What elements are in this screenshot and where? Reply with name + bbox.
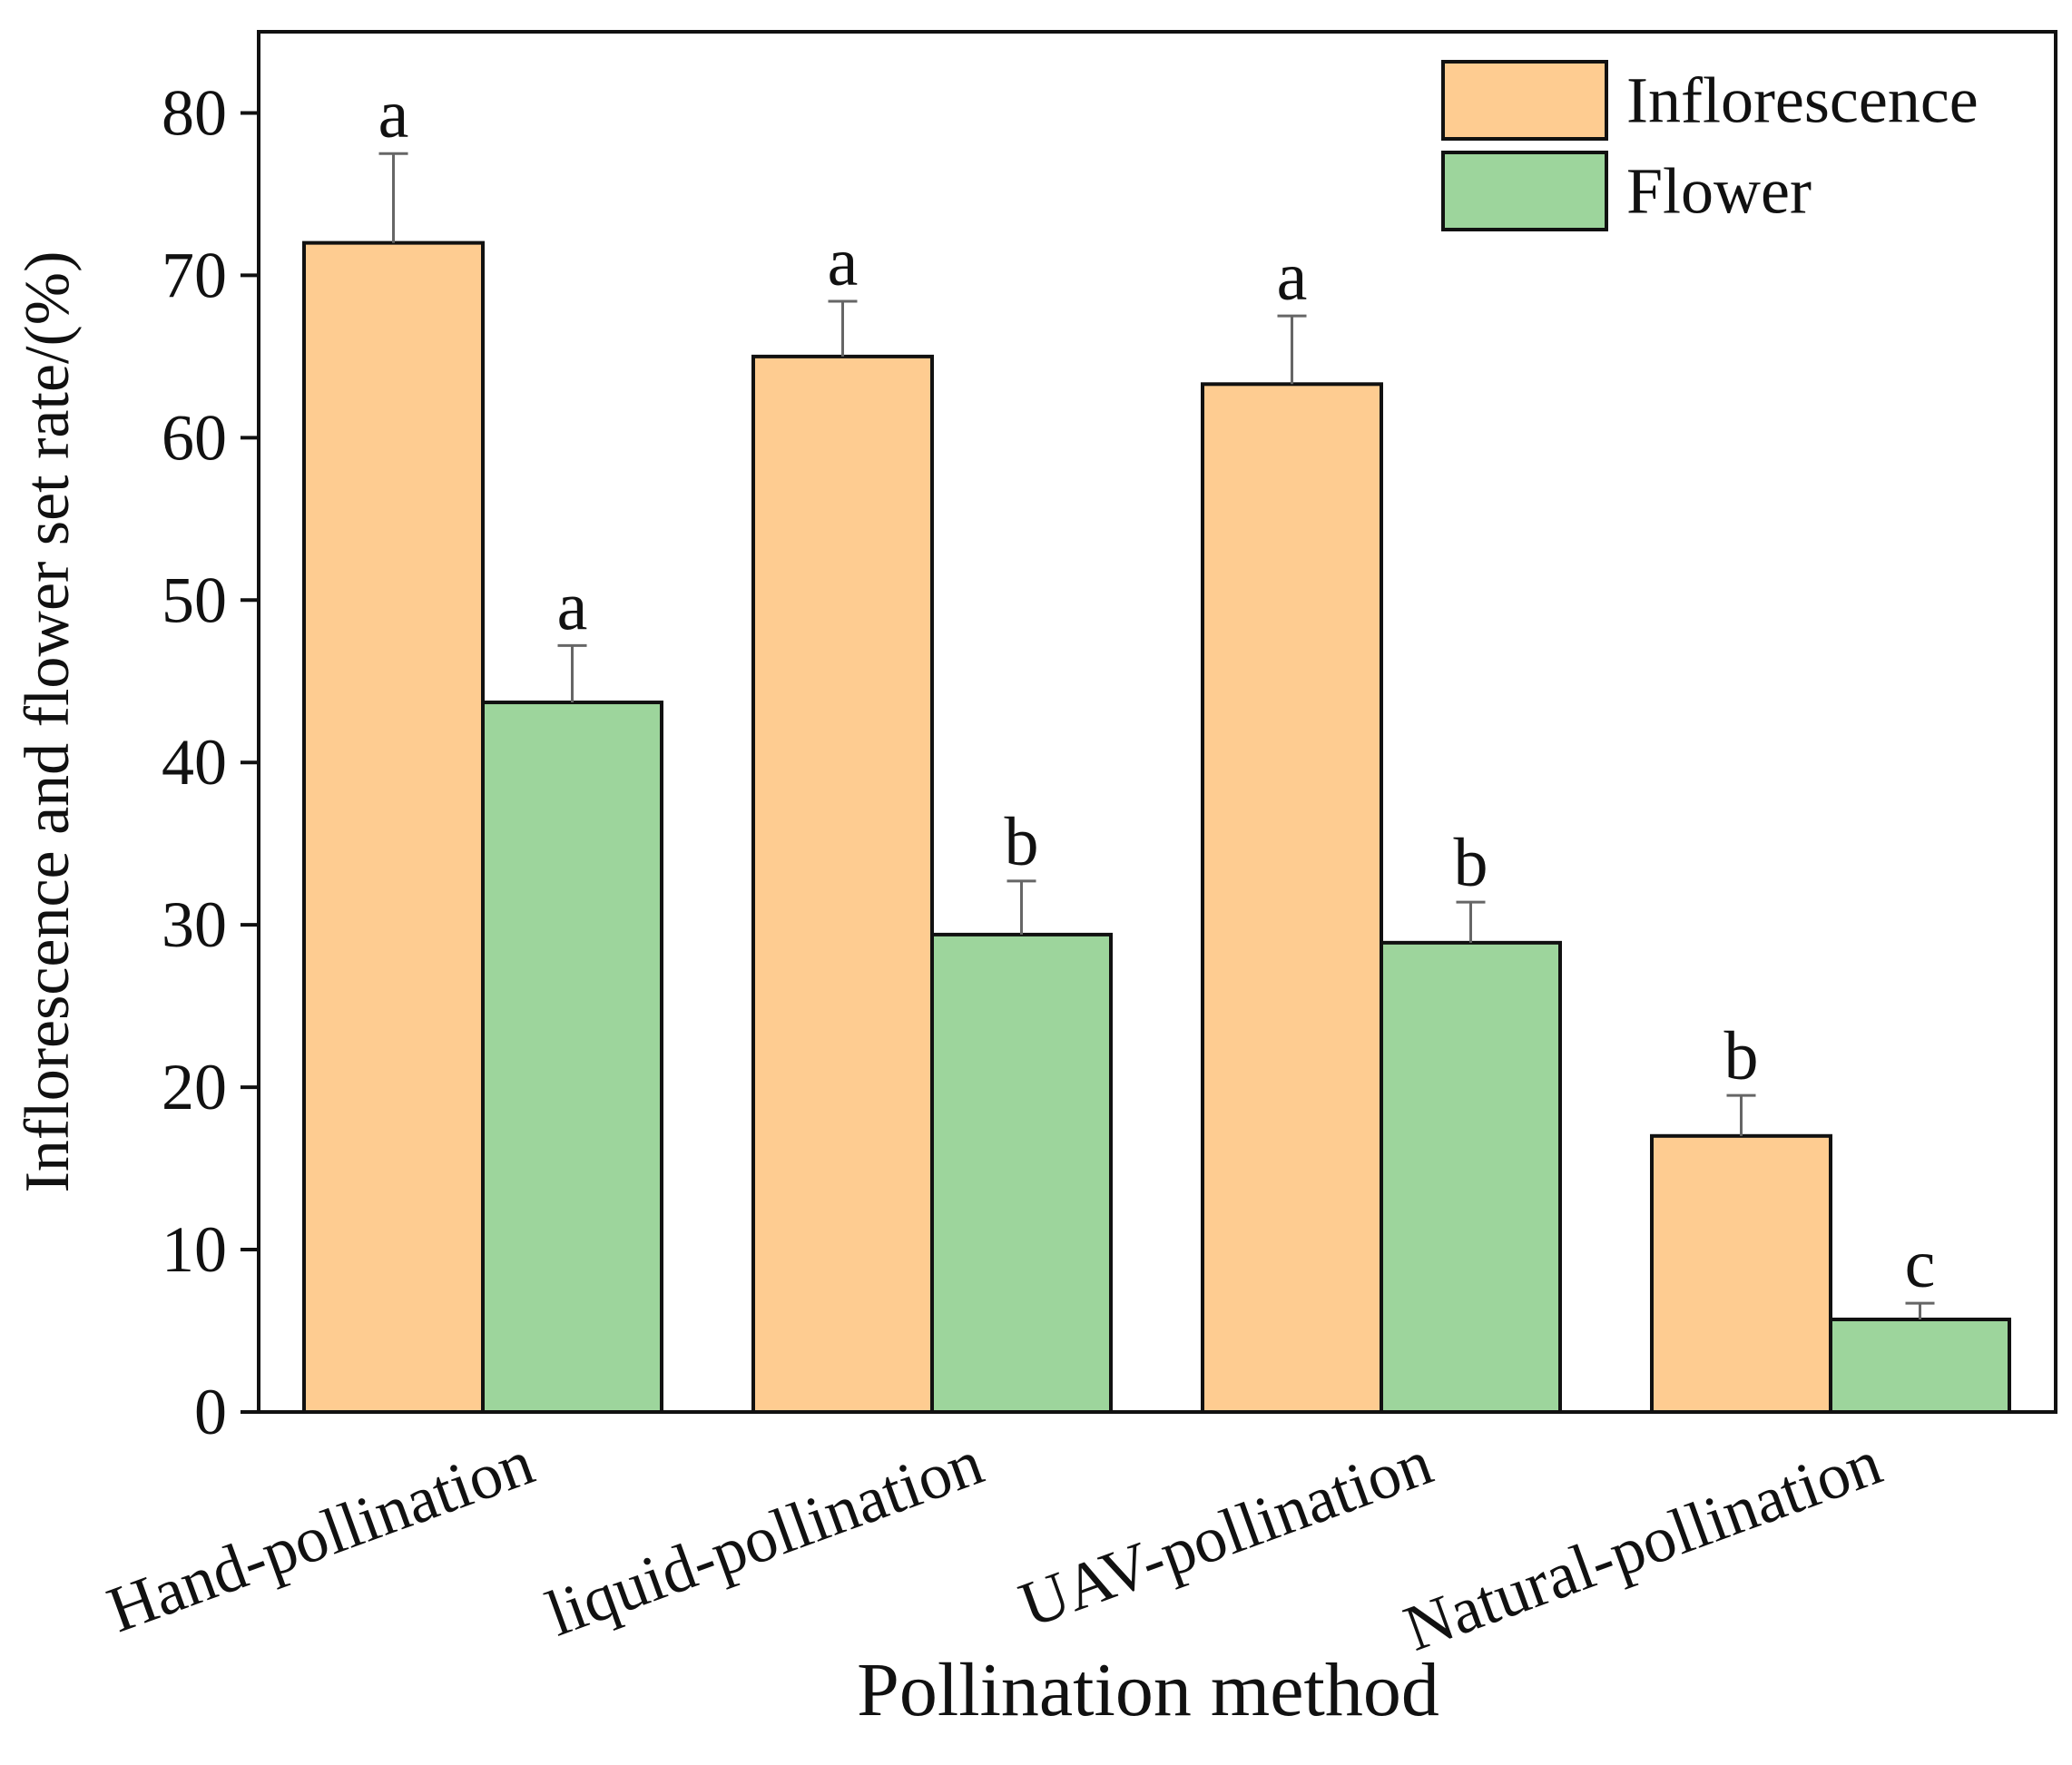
significance-label-flower-2: b xyxy=(1005,804,1039,880)
y-tick-label: 50 xyxy=(162,564,227,636)
y-tick-label: 30 xyxy=(162,888,227,961)
bar-inflorescence-3 xyxy=(1201,382,1383,1414)
y-tick-label: 0 xyxy=(194,1376,227,1448)
bar-flower-2 xyxy=(930,932,1113,1414)
bar-flower-3 xyxy=(1380,940,1562,1414)
bar-inflorescence-1 xyxy=(302,240,485,1414)
y-tick-label: 80 xyxy=(162,76,227,149)
plot-frame xyxy=(257,30,2057,1414)
legend: Inflorescence Flower xyxy=(1441,60,1979,231)
x-tick-label: Hand-pollination xyxy=(98,1426,543,1646)
y-tick-label: 60 xyxy=(162,401,227,474)
y-tick-label: 10 xyxy=(162,1213,227,1286)
bar-flower-4 xyxy=(1829,1318,2011,1415)
significance-label-inflorescence-4: b xyxy=(1724,1018,1759,1094)
significance-label-inflorescence-1: a xyxy=(378,76,409,152)
y-tick-label: 20 xyxy=(162,1051,227,1123)
significance-label-flower-4: c xyxy=(1905,1226,1936,1302)
legend-swatch-inflorescence xyxy=(1441,60,1608,141)
y-tick-label: 70 xyxy=(162,239,227,311)
x-tick-label: Natural-pollination xyxy=(1395,1426,1890,1665)
significance-label-flower-3: b xyxy=(1454,825,1488,901)
significance-label-flower-1: a xyxy=(557,568,588,644)
legend-label-flower: Flower xyxy=(1626,155,1812,228)
x-axis-title: Pollination method xyxy=(857,1648,1439,1732)
y-tick-label: 40 xyxy=(162,726,227,799)
bar-flower-1 xyxy=(481,701,663,1414)
significance-label-inflorescence-2: a xyxy=(828,224,859,300)
x-tick-label: liquid-pollination xyxy=(537,1426,992,1651)
bar-inflorescence-2 xyxy=(751,354,934,1415)
bar-inflorescence-4 xyxy=(1650,1133,1832,1415)
significance-label-inflorescence-3: a xyxy=(1277,239,1308,315)
legend-label-inflorescence: Inflorescence xyxy=(1626,64,1979,137)
y-axis-title: Inflorescence and flower set rate/(%) xyxy=(13,251,83,1193)
plot-area: a a a b a b b c xyxy=(302,76,2011,1415)
legend-swatch-flower xyxy=(1441,151,1608,231)
x-tick-label: UAV-pollination xyxy=(1010,1426,1441,1642)
